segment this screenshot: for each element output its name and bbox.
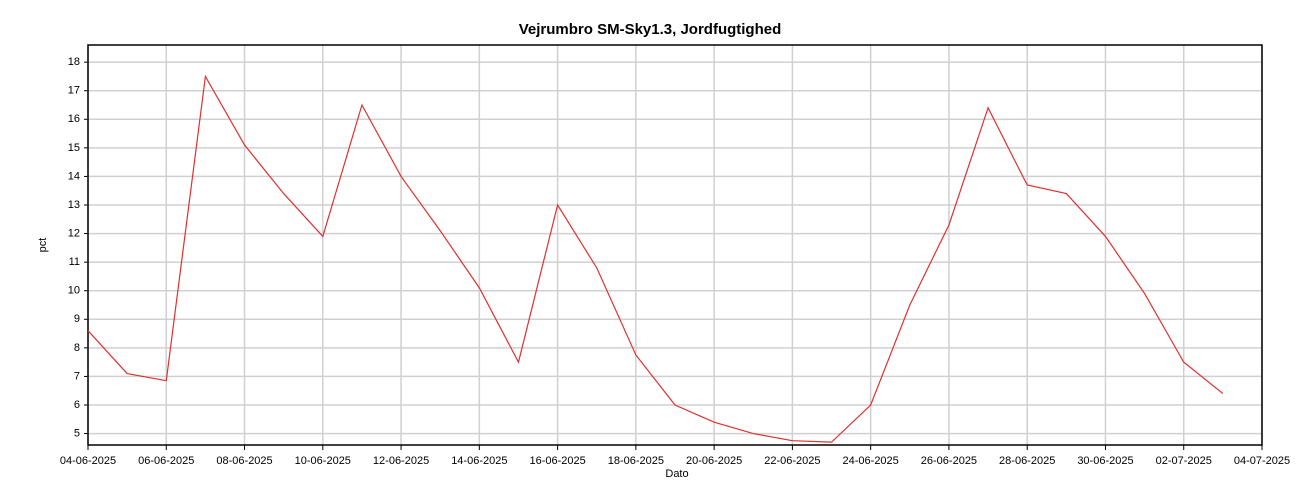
x-tick-label: 04-06-2025 bbox=[60, 455, 116, 467]
chart-title: Vejrumbro SM-Sky1.3, Jordfugtighed bbox=[519, 21, 782, 38]
x-tick-label: 16-06-2025 bbox=[529, 455, 585, 467]
x-tick-label: 08-06-2025 bbox=[216, 455, 272, 467]
x-tick-label: 12-06-2025 bbox=[373, 455, 429, 467]
x-tick-label: 10-06-2025 bbox=[295, 455, 351, 467]
y-tick-label: 9 bbox=[74, 313, 80, 325]
y-tick-label: 10 bbox=[68, 285, 80, 297]
y-tick-label: 13 bbox=[68, 199, 80, 211]
x-axis-label: Dato bbox=[665, 468, 688, 480]
plot-frame bbox=[87, 44, 1263, 446]
y-tick-label: 14 bbox=[68, 170, 80, 182]
x-tick-label: 02-07-2025 bbox=[1156, 455, 1212, 467]
x-tick-label: 30-06-2025 bbox=[1077, 455, 1133, 467]
y-tick-label: 6 bbox=[74, 399, 80, 411]
y-tick-label: 11 bbox=[69, 256, 80, 268]
data-line bbox=[87, 74, 1224, 443]
y-tick-label: 7 bbox=[74, 370, 80, 382]
y-tick-label: 15 bbox=[68, 142, 80, 154]
x-tick-label: 22-06-2025 bbox=[764, 455, 820, 467]
y-axis-label: pct bbox=[37, 238, 49, 253]
y-tick-label: 16 bbox=[68, 113, 80, 125]
y-tick-label: 17 bbox=[68, 85, 80, 97]
x-tick-label: 20-06-2025 bbox=[686, 455, 742, 467]
y-tick-label: 8 bbox=[74, 342, 80, 354]
x-tick-label: 24-06-2025 bbox=[843, 455, 899, 467]
x-tick-label: 04-07-2025 bbox=[1234, 455, 1290, 467]
y-tick-label: 5 bbox=[74, 427, 80, 439]
x-tick-label: 26-06-2025 bbox=[921, 455, 977, 467]
y-tick-label: 18 bbox=[68, 56, 80, 68]
x-tick-label: 14-06-2025 bbox=[451, 455, 507, 467]
x-tick-label: 18-06-2025 bbox=[608, 455, 664, 467]
y-tick-label: 12 bbox=[68, 227, 80, 239]
x-tick-label: 06-06-2025 bbox=[138, 455, 194, 467]
x-tick-label: 28-06-2025 bbox=[999, 455, 1055, 467]
